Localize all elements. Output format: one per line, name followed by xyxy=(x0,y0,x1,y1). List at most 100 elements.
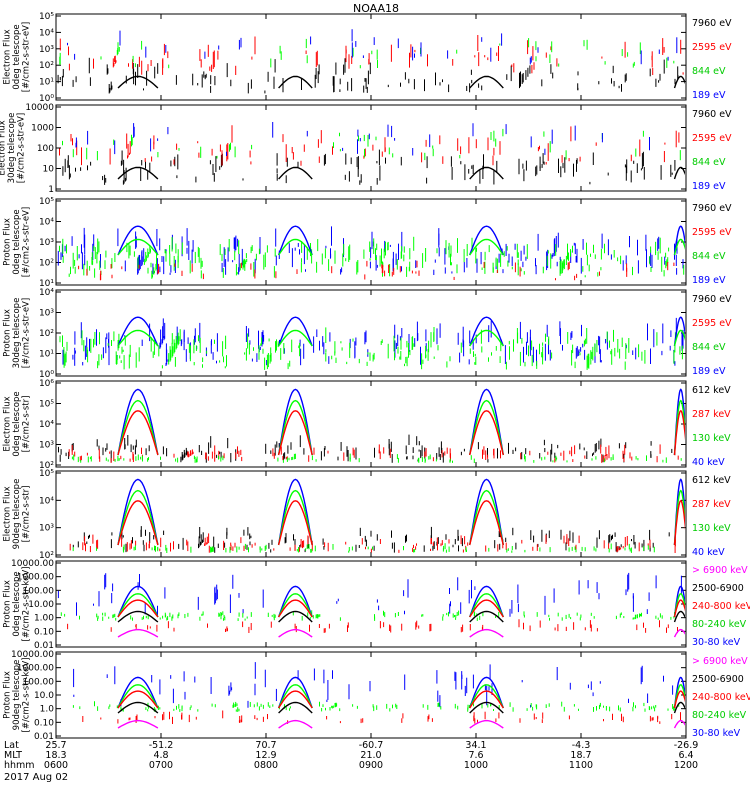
y-tick-label: 1.00 xyxy=(34,614,54,624)
series-line xyxy=(117,599,159,618)
series-line xyxy=(117,399,159,456)
x-row-label: MLT xyxy=(4,750,22,761)
y-tick-label: 10.0 xyxy=(34,691,54,701)
series-line xyxy=(277,316,313,347)
y-axis-label-line: [#/cm2-s-str-eV] xyxy=(21,207,31,277)
y-axis-label: MEPEDElectron Flux0deg telescope[#/cm2-s… xyxy=(0,391,31,456)
legend-entry: 80-240 keV xyxy=(692,619,747,630)
legend-entry: > 6900 keV xyxy=(692,656,748,667)
series-line xyxy=(469,399,504,456)
y-axis-label: TEDProton Flux0deg telescope[#/cm2-s-str… xyxy=(0,207,31,277)
y-axis-label-line: MEPED xyxy=(0,680,3,710)
series-line xyxy=(673,166,685,180)
y-axis-label: MEPEDProton Flux90deg telescope[#/cm2-s-… xyxy=(0,658,31,733)
legend-entry: 2500-6900 xyxy=(692,674,744,685)
y-axis-label-line: 30deg telescope xyxy=(12,298,22,369)
legend-entry: 40 keV xyxy=(692,547,725,558)
series-line xyxy=(278,75,313,89)
y-axis-label-line: [#/cm2-s-str-keV] xyxy=(21,658,31,733)
series-line xyxy=(117,489,159,546)
y-axis-label-line: 90deg telescope xyxy=(12,660,22,731)
y-axis-label-line: 0deg telescope xyxy=(12,571,22,636)
y-tick-label: 10² xyxy=(39,329,54,339)
series-line xyxy=(469,388,504,456)
legend-entry: 844 eV xyxy=(692,251,726,262)
plot-frame xyxy=(55,13,687,101)
series-line xyxy=(277,593,313,618)
series-line xyxy=(278,599,313,618)
series-line xyxy=(469,628,504,638)
series-line xyxy=(278,610,313,623)
y-tick-label: 10³ xyxy=(39,441,54,451)
series-line xyxy=(278,719,313,729)
y-tick-label: 10³ xyxy=(39,309,54,319)
series-line xyxy=(117,593,159,618)
y-axis-label-line: [#/cm2-s-str-eV] xyxy=(17,113,27,183)
y-tick-label: 10⁴ xyxy=(39,420,54,430)
y-tick-label: 10 xyxy=(43,165,55,175)
y-tick-label: 10⁵ xyxy=(39,12,54,22)
series-line xyxy=(278,166,313,180)
x-tick-label: 12.9 xyxy=(255,750,276,761)
series-line xyxy=(117,684,159,709)
y-axis-label-line: Electron Flux xyxy=(2,396,12,451)
series-line xyxy=(469,329,504,347)
series-line xyxy=(673,585,685,618)
y-axis-label-line: MEPED xyxy=(0,499,3,529)
series-line xyxy=(673,690,685,709)
series-line xyxy=(117,478,159,546)
series-line xyxy=(469,225,504,256)
x-tick-label: 7.6 xyxy=(468,750,483,761)
series-line xyxy=(673,316,685,347)
series-line xyxy=(469,238,504,256)
legend-entry: 189 eV xyxy=(692,275,726,286)
series-line xyxy=(673,75,685,89)
panel-1: 10⁰ 10¹ 10² 10³ 10⁴ 10⁵ TEDElectron Flux0deg t… xyxy=(0,12,732,104)
x-tick-label: 0700 xyxy=(149,760,173,771)
y-tick-label: 1.0 xyxy=(40,705,55,715)
y-tick-label: 10⁰ xyxy=(39,370,54,380)
legend-entry: 844 eV xyxy=(692,66,726,77)
legend-entry: 240-800 keV xyxy=(692,601,750,612)
series-line xyxy=(673,628,685,638)
y-axis-label-line: 0deg telescope xyxy=(12,391,22,456)
series-line xyxy=(117,329,159,347)
y-tick-label: 100.00 xyxy=(23,677,55,687)
y-axis-label: MEPEDElectron Flux90deg telescope[#/cm2-… xyxy=(0,479,31,550)
series-line xyxy=(673,719,685,729)
series-line xyxy=(117,75,159,89)
y-axis-label-line: [#/cm2-s-str] xyxy=(21,486,31,543)
legend-entry: 240-800 keV xyxy=(692,692,750,703)
y-axis-label-line: Electron Flux xyxy=(2,29,12,84)
y-tick-label: 10² xyxy=(39,461,54,471)
y-tick-label: 1000 xyxy=(31,124,54,134)
y-axis-label-line: MEPED xyxy=(0,589,3,619)
series-line xyxy=(673,225,685,256)
y-tick-label: 100.00 xyxy=(23,586,55,596)
y-axis-label-line: [#/cm2-s-str] xyxy=(21,396,31,453)
legend-entry: > 6900 keV xyxy=(692,565,748,576)
y-tick-label: 10⁵ xyxy=(39,197,54,207)
series-line xyxy=(469,489,504,546)
plot-area xyxy=(58,388,685,463)
series-line xyxy=(117,676,159,709)
plot-area xyxy=(69,478,685,553)
series-line xyxy=(673,329,685,347)
legend-entry: 2595 eV xyxy=(692,42,732,53)
series-line xyxy=(277,225,313,256)
legend-entry: 40 keV xyxy=(692,457,725,468)
legend-entry: 844 eV xyxy=(692,342,726,353)
series-line xyxy=(277,410,313,456)
x-tick-label: -51.2 xyxy=(149,740,174,751)
y-axis-label-line: MEPED xyxy=(0,409,3,439)
y-axis-label-line: Proton Flux xyxy=(2,218,12,266)
x-row-label: Lat xyxy=(4,740,19,751)
series-line xyxy=(469,75,504,89)
x-tick-label: 6.4 xyxy=(678,750,693,761)
series-line xyxy=(469,410,504,456)
legend-entry: 287 keV xyxy=(692,499,731,510)
legend-entry: 7960 eV xyxy=(692,18,732,29)
series-line xyxy=(278,690,313,709)
y-axis-label: MEPEDProton Flux0deg telescope[#/cm2-s-s… xyxy=(0,567,31,642)
